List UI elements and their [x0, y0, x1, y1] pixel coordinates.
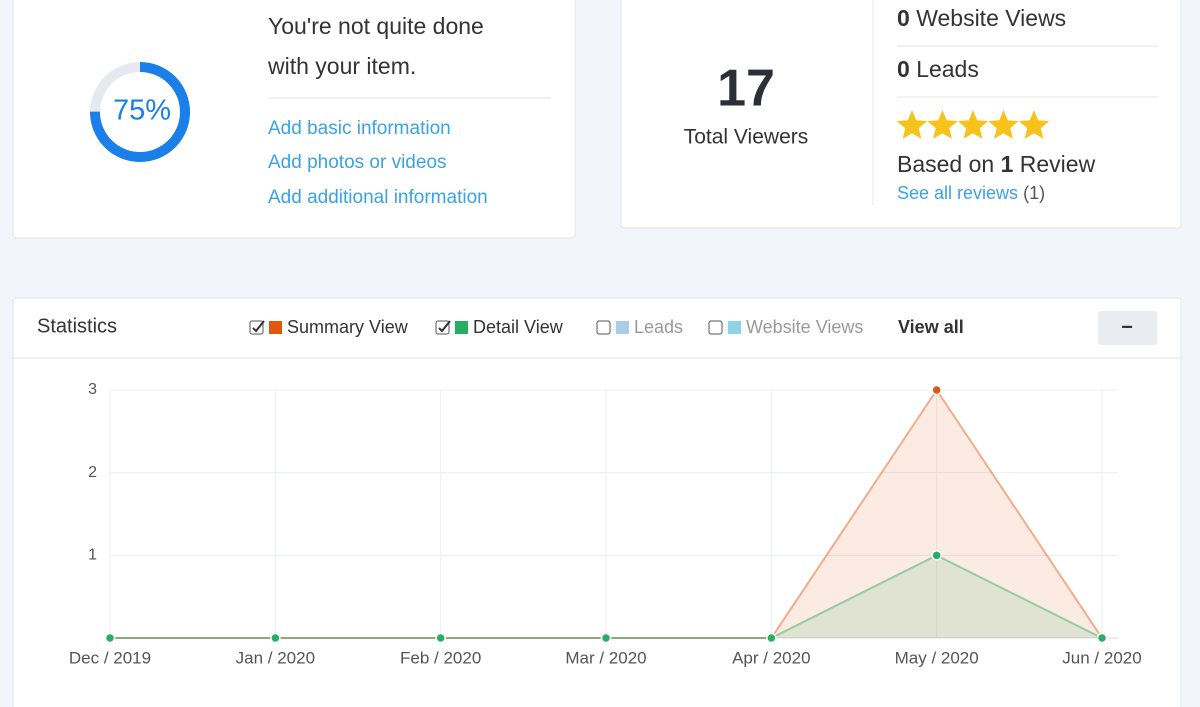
- legend-checkbox[interactable]: [708, 320, 723, 335]
- heading: You're not quite done: [268, 13, 484, 39]
- total-viewers-label: Total Viewers: [684, 126, 809, 149]
- progress-ring: [90, 62, 190, 162]
- rating-stars: [896, 110, 1050, 139]
- star: [896, 110, 928, 139]
- legend-check[interactable]: [252, 320, 265, 333]
- statistics-card: [12, 297, 1182, 707]
- legend-swatch: [728, 321, 741, 334]
- collapse-button[interactable]: [1098, 311, 1157, 345]
- legend-label[interactable]: Detail View: [473, 317, 564, 337]
- legend-checkbox[interactable]: [435, 320, 450, 335]
- heading: with your item.: [267, 53, 416, 79]
- x-tick-label: Jan / 2020: [236, 648, 315, 667]
- x-tick-label: Dec / 2019: [69, 648, 151, 667]
- y-tick-label: 2: [88, 464, 97, 481]
- legend-label[interactable]: Leads: [634, 317, 683, 337]
- point: [270, 632, 281, 644]
- point: [766, 632, 777, 644]
- star: [1018, 110, 1050, 139]
- area: [110, 390, 1102, 638]
- collapse-button-label[interactable]: −: [1121, 316, 1133, 338]
- star: [957, 110, 989, 139]
- star: [988, 110, 1019, 139]
- link[interactable]: Add additional information: [268, 187, 488, 208]
- legend-checkbox[interactable]: [249, 320, 264, 335]
- link[interactable]: Add basic information: [268, 118, 451, 139]
- area: [110, 555, 1102, 638]
- star: [927, 110, 958, 139]
- legend-label[interactable]: Website Views: [746, 317, 863, 337]
- legend-check[interactable]: [438, 320, 451, 333]
- website-views: 0 Website Views: [897, 5, 1066, 31]
- point: [104, 632, 116, 644]
- total-viewers: 17: [717, 60, 775, 118]
- link[interactable]: Add photos or videos: [268, 152, 447, 173]
- legend-swatch: [455, 321, 468, 334]
- review-summary: Based on 1 Review: [897, 151, 1096, 177]
- point: [600, 632, 612, 644]
- legend-swatch: [616, 321, 629, 334]
- point: [931, 384, 942, 396]
- legend-label[interactable]: Summary View: [287, 317, 409, 337]
- view-all[interactable]: View all: [898, 317, 964, 337]
- legend-swatch: [269, 321, 282, 334]
- x-tick-label: May / 2020: [895, 648, 979, 667]
- leads: 0 Leads: [897, 56, 979, 82]
- point: [931, 550, 942, 561]
- y-tick-label: 1: [88, 547, 97, 564]
- point: [435, 632, 446, 644]
- x-tick-label: Mar / 2020: [565, 648, 646, 667]
- see-all-reviews[interactable]: See all reviews (1): [897, 183, 1045, 203]
- progress-label: 75%: [113, 95, 171, 127]
- point: [1096, 632, 1108, 644]
- viewers-card: [620, 0, 1182, 229]
- legend-checkbox[interactable]: [596, 320, 611, 335]
- progress-card: [12, 0, 576, 239]
- x-tick-label: Jun / 2020: [1062, 648, 1141, 667]
- x-tick-label: Apr / 2020: [732, 648, 810, 667]
- x-tick-label: Feb / 2020: [400, 648, 481, 667]
- chart: 1 2 3 Dec / 2019 Jan / 2020 Feb / 2020 Mar / 2…: [69, 381, 1142, 667]
- y-tick-label: 3: [88, 381, 97, 398]
- chart-title: Statistics: [37, 315, 117, 337]
